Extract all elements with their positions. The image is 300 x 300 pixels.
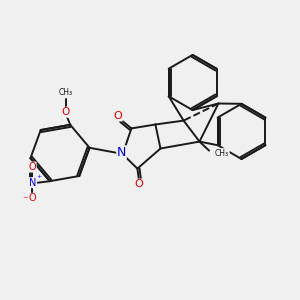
Text: O: O [134,179,143,189]
Text: N: N [117,146,126,159]
Text: CH₃: CH₃ [59,88,73,97]
Text: N: N [29,178,36,188]
Text: O: O [113,111,122,121]
Text: O: O [28,193,36,203]
Text: O: O [61,107,70,117]
Text: O: O [28,162,36,172]
Text: CH₃: CH₃ [215,148,229,158]
Text: ⁻: ⁻ [22,196,28,206]
Text: +: + [36,174,42,179]
